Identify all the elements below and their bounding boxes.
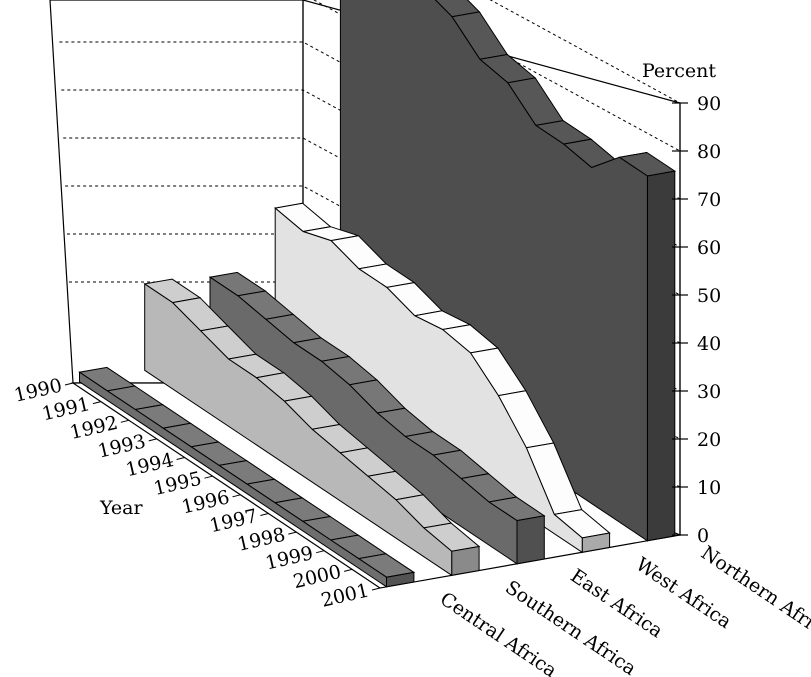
series-slab <box>78 366 416 588</box>
year-tick <box>316 550 325 554</box>
z-tick-label: 70 <box>697 189 721 211</box>
gridline <box>489 0 681 104</box>
slab-front <box>209 276 518 565</box>
year-tick <box>176 457 185 460</box>
z-tick-label: 10 <box>697 477 721 499</box>
z-tick-label: 20 <box>697 429 721 451</box>
year-tick <box>120 419 129 423</box>
slab-front <box>339 0 648 542</box>
z-axis-title: Percent <box>642 60 716 82</box>
series-slab <box>274 202 611 554</box>
year-tick <box>64 382 74 386</box>
year-tick <box>148 438 157 442</box>
z-tick-label: 40 <box>697 333 721 355</box>
series-slab <box>339 0 677 542</box>
year-tick <box>288 531 297 535</box>
series-slabs <box>78 0 677 588</box>
z-axis: Percent 0 10 20 30 40 50 60 70 80 90 <box>642 60 721 547</box>
z-tick-label: 30 <box>697 381 721 403</box>
slab-front <box>144 282 453 577</box>
z-tick-label: 60 <box>697 237 721 259</box>
slab-end <box>516 515 545 565</box>
year-axis: Year 19901991199219931994199519961997199… <box>12 374 381 612</box>
year-tick <box>204 475 213 479</box>
gridline <box>61 89 681 296</box>
year-tick <box>260 513 269 516</box>
slab-end <box>451 545 480 576</box>
z-tick-label: 90 <box>697 93 721 115</box>
series-label: Northern Africa <box>697 542 811 646</box>
year-tick <box>232 494 241 498</box>
z-tick-label: 50 <box>697 285 721 307</box>
year-tick <box>92 401 102 405</box>
year-tick <box>343 568 353 572</box>
year-axis-title: Year <box>99 497 143 519</box>
z-tick-label: 80 <box>697 141 721 163</box>
slab-front <box>274 207 583 554</box>
year-tick <box>371 587 381 591</box>
series-slab <box>143 278 481 577</box>
series-slab <box>208 271 546 565</box>
gridline <box>63 137 681 344</box>
slab-front <box>79 371 387 588</box>
slab-end <box>646 170 676 542</box>
z-tick-label: 0 <box>697 525 709 547</box>
